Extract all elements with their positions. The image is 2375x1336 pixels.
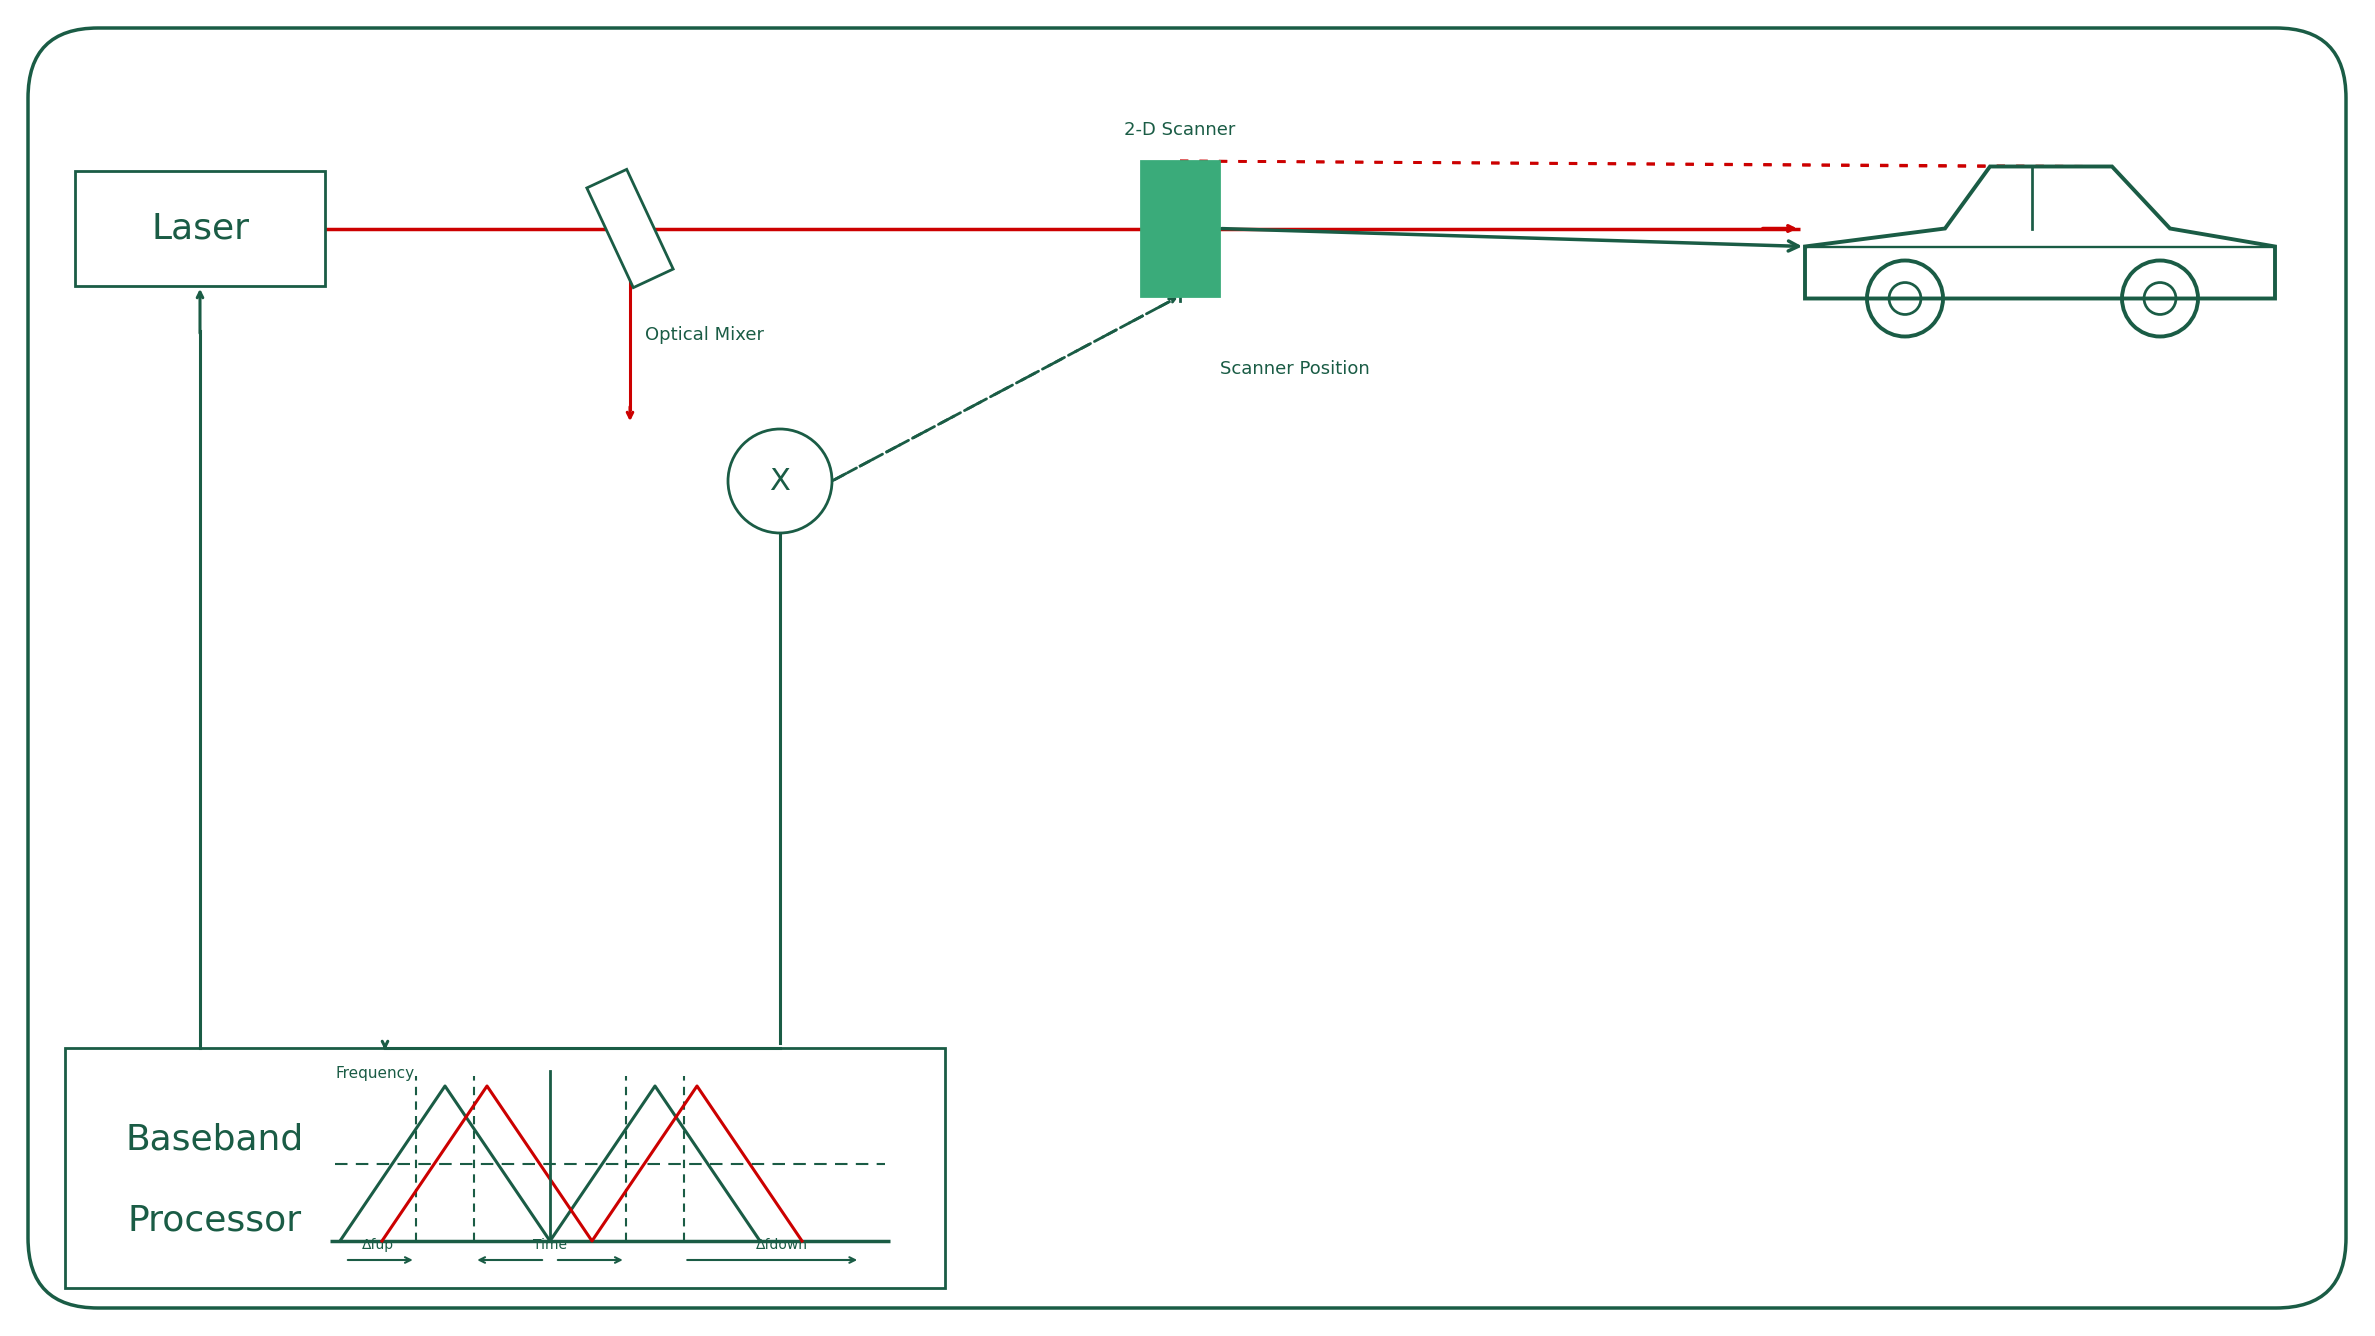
Text: Processor: Processor — [128, 1204, 302, 1237]
FancyBboxPatch shape — [64, 1047, 945, 1288]
Text: Optical Mixer: Optical Mixer — [646, 326, 765, 343]
Text: Laser: Laser — [152, 211, 249, 246]
FancyBboxPatch shape — [28, 28, 2346, 1308]
Circle shape — [729, 429, 831, 533]
Polygon shape — [587, 170, 672, 287]
FancyBboxPatch shape — [1140, 162, 1218, 297]
Text: Δfup: Δfup — [361, 1238, 394, 1252]
Text: Baseband: Baseband — [126, 1122, 304, 1156]
Text: Time: Time — [532, 1238, 568, 1252]
FancyBboxPatch shape — [76, 171, 325, 286]
Text: Scanner Position: Scanner Position — [1221, 359, 1370, 378]
Text: 2-D Scanner: 2-D Scanner — [1123, 122, 1235, 139]
Text: Δfdown: Δfdown — [755, 1238, 808, 1252]
Text: Frequency: Frequency — [335, 1066, 413, 1081]
Text: X: X — [770, 466, 791, 496]
